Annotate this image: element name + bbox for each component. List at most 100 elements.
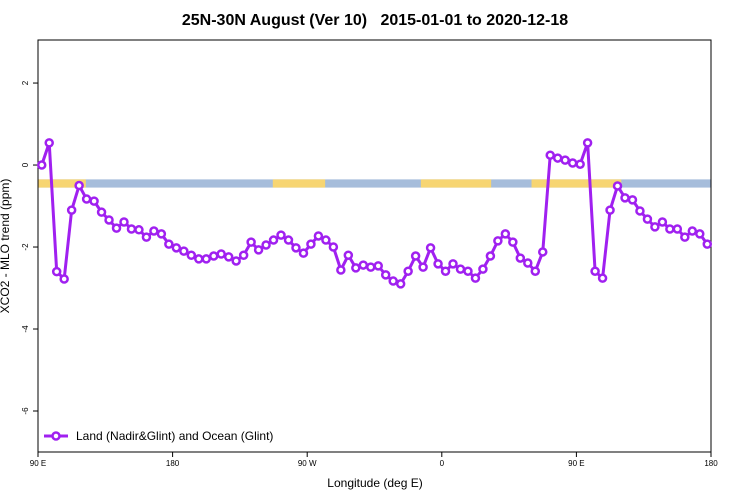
data-point [44, 138, 54, 148]
land-band [420, 179, 492, 188]
data-point [261, 240, 271, 250]
x-tick-label: 90 W [298, 459, 317, 468]
data-point [433, 259, 443, 269]
data-point [253, 245, 264, 255]
data-point [238, 250, 249, 260]
data-point [575, 159, 585, 169]
data-point [418, 262, 428, 272]
data-point [650, 222, 660, 232]
data-point [388, 276, 398, 286]
data-point [582, 138, 593, 148]
data-point [216, 249, 226, 259]
data-point [627, 195, 638, 205]
data-point [702, 239, 713, 249]
data-point [268, 235, 279, 245]
data-point [597, 273, 608, 283]
data-point [276, 230, 286, 240]
y-tick-label: 2 [21, 80, 30, 85]
x-axis-label: Longitude (deg E) [327, 476, 422, 490]
data-point [59, 274, 69, 284]
data-point [74, 180, 84, 191]
data-point [448, 259, 458, 269]
data-point [455, 264, 466, 274]
data-point [366, 262, 376, 272]
data-point [425, 243, 436, 253]
y-tick-label: -4 [21, 325, 30, 333]
data-point [695, 229, 705, 239]
data-point [141, 232, 152, 242]
data-point [463, 266, 473, 276]
data-point [246, 237, 256, 247]
x-tick-label: 0 [440, 459, 445, 468]
data-point [306, 239, 316, 249]
ocean-band [38, 179, 711, 188]
data-point [680, 232, 690, 242]
data-point [523, 258, 533, 268]
data-point [440, 266, 451, 276]
x-tick-label: 90 E [30, 459, 46, 468]
data-point [567, 158, 578, 168]
data-point [66, 205, 77, 215]
y-tick-label: -6 [21, 407, 30, 415]
data-point [223, 252, 234, 262]
data-point [194, 254, 204, 264]
data-point [208, 251, 219, 261]
data-point [81, 194, 92, 204]
data-point [298, 248, 309, 258]
plot-frame [37, 39, 712, 453]
data-point [201, 254, 211, 264]
data-point [560, 155, 570, 165]
data-point [156, 229, 167, 239]
land-band [531, 179, 622, 188]
data-point [552, 153, 563, 163]
data-point [470, 273, 481, 283]
data-point [657, 217, 668, 227]
data-point [186, 250, 197, 260]
data-point [343, 250, 354, 260]
data-point [478, 264, 488, 274]
data-point [336, 265, 346, 275]
data-point [605, 205, 615, 215]
x-tick-label: 90 E [568, 459, 584, 468]
data-point [119, 217, 129, 227]
land-band [38, 179, 86, 188]
data-point [493, 236, 503, 246]
chart-title: 25N-30N August (Ver 10) 2015-01-01 to 20… [182, 12, 568, 29]
data-point [358, 260, 369, 270]
data-point [164, 239, 174, 249]
data-point [111, 223, 122, 233]
legend-text: Land (Nadir&Glint) and Ocean (Glint) [76, 429, 273, 443]
y-axis-label: XCO2 - MLO trend (ppm) [0, 179, 12, 314]
data-point [283, 235, 294, 245]
y-tick-label: 0 [21, 162, 30, 167]
y-tick-label: -2 [21, 243, 30, 251]
data-point [530, 266, 541, 276]
data-point [179, 246, 189, 256]
data-point [403, 266, 413, 276]
data-point [395, 279, 406, 289]
data-point [665, 224, 675, 234]
data-point [313, 231, 324, 241]
data-point [672, 224, 683, 234]
data-point [96, 207, 107, 217]
data-point [351, 263, 361, 273]
data-point [321, 235, 331, 245]
data-point [134, 225, 144, 235]
data-point [687, 226, 698, 236]
data-point [612, 181, 623, 191]
data-point [545, 150, 555, 160]
data-point [410, 251, 421, 261]
data-point [51, 266, 62, 277]
data-point [149, 226, 159, 236]
data-point [620, 193, 630, 203]
data-point [36, 160, 47, 170]
data-point [500, 229, 511, 239]
x-tick-label: 180 [166, 459, 180, 468]
x-tick-label: 180 [704, 459, 718, 468]
data-point [590, 266, 600, 276]
data-point [508, 237, 518, 247]
data-point [328, 242, 339, 252]
data-point [291, 243, 301, 253]
data-point [642, 214, 653, 224]
